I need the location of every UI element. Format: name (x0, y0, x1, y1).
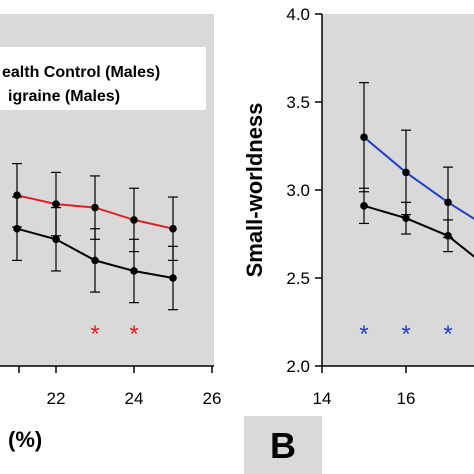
panel-a-x-ticks: 22 24 26 (18, 366, 222, 408)
x-tick-label: 24 (125, 389, 144, 408)
significance-star: * (129, 321, 138, 348)
data-point (13, 224, 21, 233)
data-point (360, 202, 368, 210)
data-point (52, 235, 60, 244)
data-point (360, 133, 368, 141)
data-point (169, 224, 177, 233)
x-tick-label: 14 (313, 389, 332, 408)
legend-entry-health-control: ealth Control (Males) (2, 64, 160, 81)
panel-a-legend: ealth Control (Males) igraine (Males) (0, 47, 206, 110)
panel-a-significance-markers: * * (90, 321, 138, 348)
data-point (130, 216, 138, 224)
data-point (91, 256, 99, 265)
x-tick-label: 26 (203, 389, 222, 408)
panel-b-x-ticks: 14 16 (313, 366, 416, 408)
panel-b-series (359, 82, 474, 258)
y-tick-label: 4.0 (286, 5, 310, 24)
significance-star: * (359, 321, 368, 348)
panel-b-series-line-0 (363, 136, 474, 220)
significance-star: * (401, 321, 410, 348)
panel-b-y-ticks: 2.0 2.5 3.0 3.5 4.0 (286, 5, 322, 376)
data-point (130, 267, 138, 275)
panel-b-y-axis-title: Small-worldness (242, 103, 267, 278)
data-point (91, 203, 99, 212)
data-point (444, 231, 452, 240)
data-point (402, 214, 410, 222)
significance-star: * (90, 321, 99, 348)
x-tick-label: 22 (47, 389, 66, 408)
panel-a-series (12, 163, 178, 311)
data-point (444, 198, 452, 207)
x-tick-label: 16 (397, 389, 416, 408)
data-point (169, 274, 177, 282)
y-tick-label: 2.5 (286, 269, 310, 288)
panel-a-series-1 (12, 196, 178, 311)
data-point (402, 168, 410, 177)
y-tick-label: 3.5 (286, 93, 310, 112)
significance-star: * (443, 321, 452, 348)
legend-entry-migraine: igraine (Males) (8, 88, 120, 105)
panel-b: 2.0 2.5 3.0 3.5 4.0 14 16 * * * Small-worldness… (242, 5, 474, 474)
panel-b-significance-markers: * * * (359, 321, 452, 348)
data-point (52, 200, 60, 208)
panel-b-label-box (244, 416, 322, 474)
y-tick-label: 2.0 (286, 357, 310, 376)
panel-b-plot-background (322, 14, 474, 366)
panel-a-legend-box (0, 47, 206, 110)
panel-a-x-axis-title: (%) (8, 427, 42, 452)
panel-b-series-line-1 (363, 204, 474, 258)
y-tick-label: 3.0 (286, 181, 310, 200)
panel-a: 22 24 26 * * ealth Control (Males) igraine … (0, 14, 221, 452)
panel-b-series-0 (359, 82, 474, 239)
panel-b-label: B (270, 425, 296, 466)
panel-b-series-1 (359, 187, 474, 258)
